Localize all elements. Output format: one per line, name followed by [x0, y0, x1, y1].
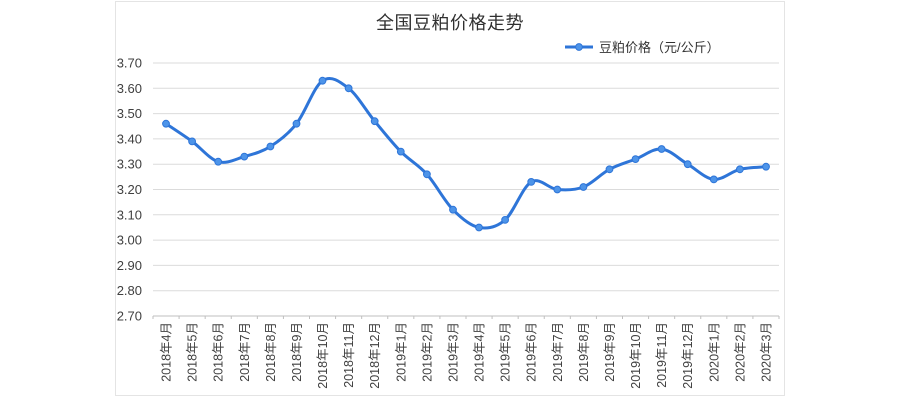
- y-axis-label: 3.60: [117, 81, 142, 96]
- data-point: [631, 155, 640, 164]
- data-point: [370, 117, 379, 126]
- x-axis-label: 2019年3月: [446, 322, 460, 382]
- data-point: [266, 142, 275, 151]
- x-axis-label: 2019年4月: [473, 322, 487, 382]
- x-axis-label: 2018年7月: [238, 322, 252, 382]
- x-axis-label: 2020年1月: [707, 322, 721, 382]
- x-axis-label: 2019年9月: [603, 322, 617, 382]
- x-axis-label: 2019年11月: [655, 322, 669, 388]
- data-point: [292, 119, 301, 128]
- y-axis-label: 2.80: [117, 283, 142, 298]
- x-axis-label: 2018年12月: [368, 322, 382, 389]
- data-point: [736, 165, 744, 174]
- data-point: [475, 223, 483, 232]
- data-point: [605, 165, 614, 174]
- data-point: [162, 119, 170, 128]
- legend: 豆粕价格（元/公斤）: [564, 37, 720, 56]
- x-axis-label: 2019年8月: [577, 322, 591, 382]
- y-axis-label: 2.70: [117, 309, 142, 324]
- x-axis-label: 2019年6月: [525, 322, 539, 382]
- y-axis-label: 3.40: [117, 131, 142, 146]
- x-axis-label: 2018年5月: [186, 322, 200, 382]
- data-point: [501, 216, 510, 224]
- data-point: [449, 205, 457, 214]
- y-axis-label: 3.30: [117, 157, 142, 172]
- data-point: [553, 185, 562, 194]
- data-point: [762, 162, 770, 171]
- data-point: [188, 137, 197, 146]
- data-point: [683, 160, 692, 169]
- chart-area-frame: [115, 1, 785, 396]
- x-axis-label: 2018年4月: [160, 322, 174, 382]
- x-axis-label: 2019年12月: [681, 322, 695, 389]
- y-axis-label: 3.00: [117, 233, 142, 248]
- y-axis-label: 3.70: [117, 56, 142, 71]
- x-axis-label: 2019年7月: [551, 322, 565, 382]
- data-point: [240, 152, 249, 161]
- data-point: [709, 175, 718, 184]
- x-axis-label: 2020年2月: [733, 322, 747, 382]
- legend-label: 豆粕价格（元/公斤）: [599, 40, 720, 55]
- data-point: [657, 145, 666, 153]
- legend-line-marker-icon: [565, 42, 593, 51]
- y-axis-label: 3.20: [117, 182, 142, 197]
- x-axis-label: 2018年11月: [342, 322, 356, 388]
- y-axis-label: 2.90: [117, 258, 142, 273]
- x-axis-label: 2018年8月: [264, 322, 278, 382]
- data-point: [423, 170, 431, 179]
- data-point: [214, 157, 223, 166]
- x-axis-label: 2019年5月: [499, 322, 513, 382]
- x-axis-label: 2018年10月: [316, 322, 330, 389]
- y-axis-label: 3.50: [117, 106, 142, 121]
- x-axis-label: 2020年3月: [759, 322, 773, 382]
- x-axis-label: 2019年10月: [629, 322, 643, 389]
- x-axis-label: 2018年6月: [212, 322, 226, 382]
- x-axis-label: 2019年1月: [394, 322, 408, 382]
- y-axis-label: 3.10: [117, 207, 142, 222]
- price-line-series: [164, 76, 768, 230]
- data-point: [396, 147, 405, 156]
- x-axis-label: 2018年9月: [290, 322, 304, 382]
- chart-title: 全国豆粕价格走势: [376, 13, 524, 33]
- x-axis-label: 2019年2月: [420, 322, 434, 382]
- data-point: [527, 178, 536, 186]
- data-point: [344, 84, 353, 93]
- data-point: [318, 76, 327, 85]
- data-point: [579, 183, 588, 191]
